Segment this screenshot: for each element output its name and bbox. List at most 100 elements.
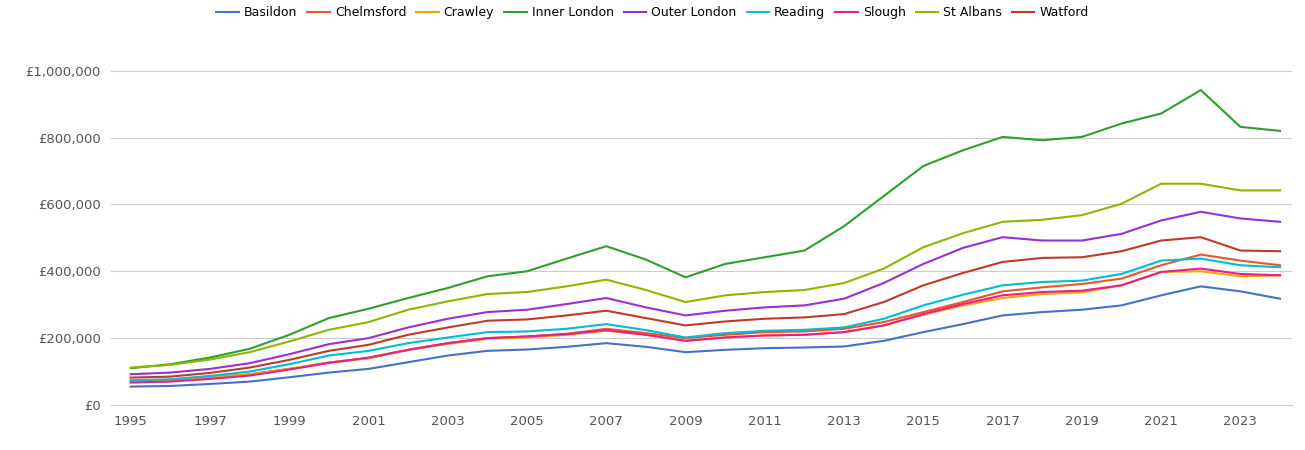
Crawley bbox=[202, 374, 218, 380]
Slough bbox=[916, 311, 932, 317]
St Albans bbox=[202, 357, 218, 362]
Inner London bbox=[677, 274, 693, 280]
Reading bbox=[677, 335, 693, 340]
Chelmsford bbox=[123, 378, 138, 384]
Basildon bbox=[1154, 292, 1169, 298]
Inner London bbox=[1113, 121, 1129, 126]
Reading bbox=[440, 335, 455, 340]
Slough bbox=[321, 360, 337, 365]
Slough bbox=[123, 380, 138, 385]
Slough bbox=[360, 355, 376, 360]
Crawley bbox=[559, 332, 574, 338]
Reading bbox=[1074, 278, 1090, 284]
Watford bbox=[1193, 234, 1208, 240]
Chelmsford bbox=[796, 329, 812, 334]
Crawley bbox=[718, 335, 733, 340]
Slough bbox=[638, 332, 654, 338]
Chelmsford bbox=[718, 332, 733, 338]
St Albans bbox=[480, 291, 496, 297]
Chelmsford bbox=[360, 356, 376, 361]
Watford bbox=[1113, 248, 1129, 254]
Watford bbox=[1035, 255, 1051, 261]
St Albans bbox=[757, 289, 773, 295]
Outer London bbox=[796, 303, 812, 308]
Watford bbox=[440, 325, 455, 330]
Crawley bbox=[796, 332, 812, 338]
Crawley bbox=[1154, 269, 1169, 274]
Basildon bbox=[955, 321, 971, 327]
St Albans bbox=[1074, 212, 1090, 218]
Watford bbox=[163, 374, 179, 379]
St Albans bbox=[1035, 217, 1051, 222]
Watford bbox=[401, 332, 416, 338]
St Albans bbox=[163, 362, 179, 368]
Slough bbox=[837, 329, 852, 335]
Watford bbox=[321, 348, 337, 354]
Inner London bbox=[480, 274, 496, 279]
Line: Watford: Watford bbox=[130, 237, 1280, 378]
Inner London bbox=[994, 134, 1010, 140]
Basildon bbox=[677, 350, 693, 355]
Watford bbox=[360, 342, 376, 347]
Outer London bbox=[480, 309, 496, 315]
Reading bbox=[282, 361, 298, 367]
Basildon bbox=[401, 360, 416, 365]
Chelmsford bbox=[1074, 281, 1090, 287]
Watford bbox=[638, 315, 654, 321]
Line: Outer London: Outer London bbox=[130, 212, 1280, 374]
Inner London bbox=[1154, 111, 1169, 116]
Watford bbox=[559, 313, 574, 318]
Chelmsford bbox=[837, 326, 852, 332]
St Albans bbox=[241, 350, 257, 355]
Inner London bbox=[163, 361, 179, 367]
Chelmsford bbox=[757, 329, 773, 335]
Reading bbox=[241, 369, 257, 374]
Slough bbox=[796, 332, 812, 338]
Line: St Albans: St Albans bbox=[130, 184, 1280, 368]
Inner London bbox=[837, 224, 852, 229]
Basildon bbox=[916, 329, 932, 335]
Chelmsford bbox=[202, 374, 218, 380]
St Albans bbox=[559, 284, 574, 289]
Chelmsford bbox=[1035, 285, 1051, 290]
Line: Crawley: Crawley bbox=[130, 271, 1280, 381]
Inner London bbox=[241, 346, 257, 351]
Basildon bbox=[480, 348, 496, 354]
St Albans bbox=[677, 299, 693, 305]
Basildon bbox=[994, 313, 1010, 318]
Reading bbox=[321, 353, 337, 358]
St Albans bbox=[837, 280, 852, 286]
St Albans bbox=[282, 339, 298, 344]
Chelmsford bbox=[1272, 262, 1288, 268]
Slough bbox=[440, 341, 455, 346]
Inner London bbox=[1074, 134, 1090, 140]
Basildon bbox=[123, 384, 138, 389]
Slough bbox=[1074, 288, 1090, 293]
Watford bbox=[1233, 248, 1249, 253]
Chelmsford bbox=[401, 347, 416, 352]
St Albans bbox=[955, 230, 971, 236]
Reading bbox=[123, 378, 138, 383]
Crawley bbox=[876, 323, 891, 328]
Watford bbox=[876, 299, 891, 305]
Reading bbox=[1035, 279, 1051, 285]
Slough bbox=[241, 373, 257, 378]
Slough bbox=[559, 332, 574, 337]
Inner London bbox=[321, 315, 337, 321]
Inner London bbox=[1233, 124, 1249, 130]
Basildon bbox=[282, 374, 298, 380]
Crawley bbox=[241, 372, 257, 377]
St Albans bbox=[1154, 181, 1169, 186]
Outer London bbox=[1154, 218, 1169, 223]
Outer London bbox=[519, 307, 535, 312]
Reading bbox=[1113, 271, 1129, 277]
Outer London bbox=[321, 342, 337, 347]
Slough bbox=[519, 334, 535, 339]
Watford bbox=[955, 270, 971, 276]
St Albans bbox=[519, 289, 535, 295]
Slough bbox=[994, 292, 1010, 298]
Outer London bbox=[1193, 209, 1208, 215]
St Albans bbox=[599, 277, 615, 282]
Watford bbox=[480, 318, 496, 324]
Watford bbox=[123, 375, 138, 380]
